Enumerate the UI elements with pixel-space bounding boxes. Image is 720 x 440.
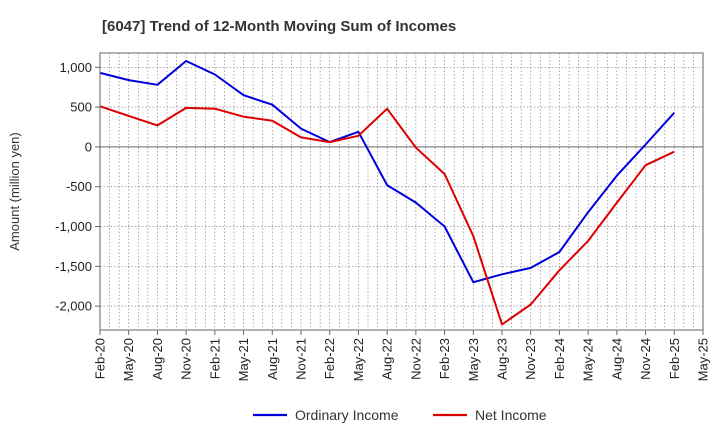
y-tick-label: 500 bbox=[70, 100, 92, 115]
y-tick-label: 1,000 bbox=[59, 60, 92, 75]
legend-label: Ordinary Income bbox=[295, 407, 399, 423]
series-line-ordinary-income bbox=[99, 60, 676, 284]
x-tick-label: Nov-23 bbox=[523, 338, 538, 380]
x-tick-label: Nov-20 bbox=[179, 338, 194, 380]
x-tick-label: Nov-22 bbox=[408, 338, 423, 380]
horizontal-gridlines bbox=[100, 66, 703, 307]
x-tick-label: May-23 bbox=[466, 338, 481, 381]
chart-title: [6047] Trend of 12-Month Moving Sum of I… bbox=[102, 18, 456, 35]
x-tick-label: May-24 bbox=[581, 338, 596, 381]
plot-area bbox=[100, 53, 703, 330]
y-axis-ticks: 1,000 500 0 -500 -1,000 -1,500 -2,000 bbox=[55, 60, 100, 314]
x-tick-label: Aug-22 bbox=[380, 338, 395, 380]
x-tick-label: May-25 bbox=[696, 338, 711, 381]
x-tick-label: May-22 bbox=[351, 338, 366, 381]
x-tick-label: Nov-21 bbox=[294, 338, 309, 380]
series-lines bbox=[99, 60, 676, 326]
x-tick-label: Feb-22 bbox=[322, 338, 337, 379]
y-tick-label: -1,500 bbox=[55, 259, 92, 274]
legend: Ordinary Income Net Income bbox=[253, 407, 547, 423]
x-tick-label: May-20 bbox=[121, 338, 136, 381]
plot-frame bbox=[99, 52, 704, 331]
x-tick-label: Nov-24 bbox=[638, 338, 653, 380]
x-tick-label: Feb-20 bbox=[93, 338, 108, 379]
legend-label: Net Income bbox=[475, 407, 547, 423]
y-tick-label: -500 bbox=[66, 179, 92, 194]
x-tick-label: Aug-23 bbox=[495, 338, 510, 380]
x-tick-label: May-21 bbox=[236, 338, 251, 381]
x-tick-label: Aug-20 bbox=[150, 338, 165, 380]
series-line-net-income bbox=[99, 105, 675, 326]
y-tick-label: -1,000 bbox=[55, 219, 92, 234]
y-tick-label: -2,000 bbox=[55, 299, 92, 314]
x-axis-ticks: Feb-20 May-20 Aug-20 Nov-20 Feb-21 May-21 Aug-… bbox=[93, 330, 711, 381]
x-tick-label: Feb-21 bbox=[207, 338, 222, 379]
y-tick-label: 0 bbox=[85, 139, 92, 154]
x-tick-label: Feb-24 bbox=[552, 338, 567, 379]
x-tick-label: Aug-24 bbox=[609, 338, 624, 380]
x-tick-label: Feb-23 bbox=[437, 338, 452, 379]
y-axis-label: Amount (million yen) bbox=[7, 132, 22, 251]
x-tick-label: Feb-25 bbox=[667, 338, 682, 379]
x-tick-label: Aug-21 bbox=[265, 338, 280, 380]
